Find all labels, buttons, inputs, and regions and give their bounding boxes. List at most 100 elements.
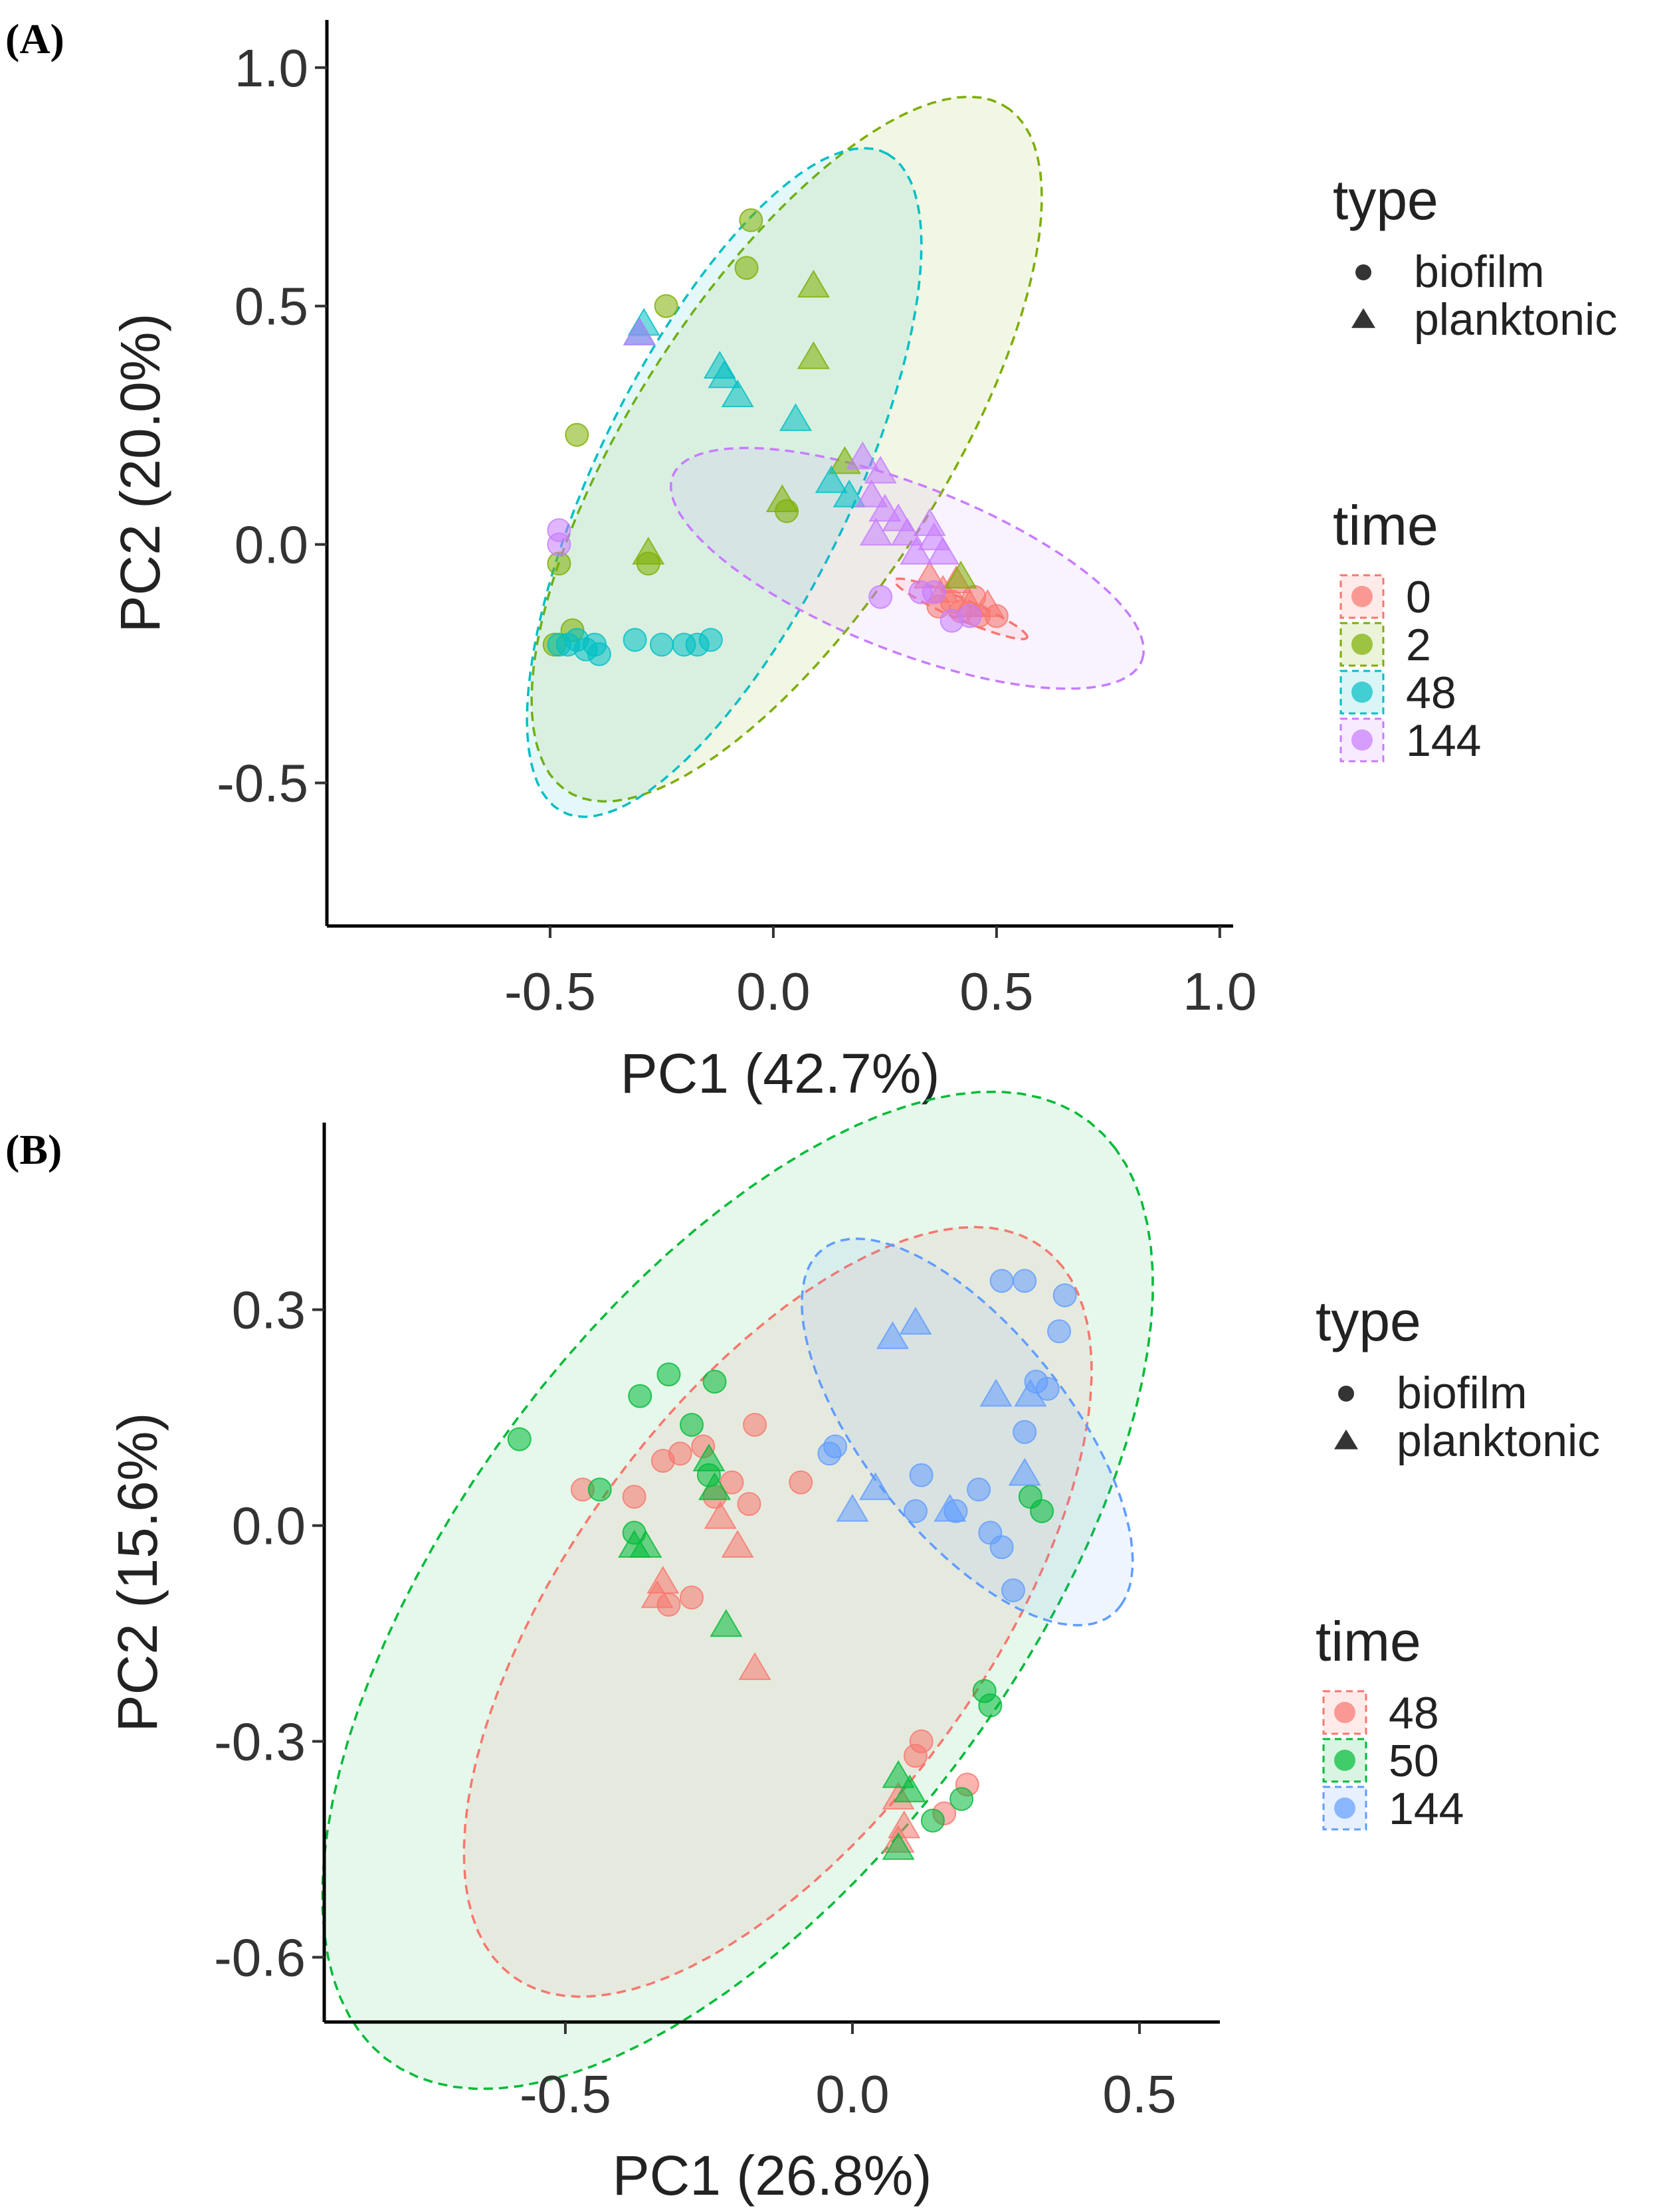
data-point-planktonic-48 xyxy=(779,403,813,431)
data-point-biofilm-144 xyxy=(817,1441,842,1466)
data-point-planktonic-48 xyxy=(704,1501,737,1529)
data-point-biofilm-144 xyxy=(1047,1319,1072,1344)
data-point-biofilm-50 xyxy=(920,1808,945,1833)
legend-type-label: biofilm xyxy=(1414,246,1545,297)
ellipse-time-2 xyxy=(530,95,1043,803)
panel-label: (B) xyxy=(5,1126,62,1173)
data-point-planktonic-48 xyxy=(833,479,866,507)
data-point-biofilm-48 xyxy=(622,1485,646,1509)
data-point-planktonic-144 xyxy=(900,537,933,565)
y-tick-label: 0.5 xyxy=(235,277,308,336)
data-point-planktonic-50 xyxy=(698,1472,732,1501)
data-point-planktonic-144 xyxy=(864,456,897,484)
data-point-planktonic-50 xyxy=(710,1609,743,1637)
legend-biofilm-icon xyxy=(1355,264,1371,280)
legend-type-label: planktonic xyxy=(1397,1416,1600,1466)
x-tick-label: -0.5 xyxy=(520,2065,611,2124)
legend-time-label: 144 xyxy=(1406,715,1481,766)
data-point-planktonic-50 xyxy=(629,1530,662,1558)
data-point-biofilm-48 xyxy=(698,628,723,652)
data-point-planktonic-144 xyxy=(846,441,879,470)
y-tick-label: -0.5 xyxy=(217,754,308,813)
legend-time-marker xyxy=(1351,729,1373,751)
x-tick-label: 0.5 xyxy=(1102,2065,1176,2124)
data-point-biofilm-50 xyxy=(680,1412,704,1437)
legend-type-title: type xyxy=(1316,1290,1421,1352)
data-point-biofilm-0 xyxy=(984,604,1009,628)
y-axis-title: PC2 (15.6%) xyxy=(106,1413,169,1732)
data-point-biofilm-144 xyxy=(868,585,893,609)
data-point-planktonic-144 xyxy=(855,479,888,507)
legend-time-label: 2 xyxy=(1406,620,1431,670)
data-point-biofilm-144 xyxy=(1013,1420,1037,1444)
data-point-biofilm-48 xyxy=(789,1470,813,1495)
data-point-biofilm-48 xyxy=(650,1449,675,1473)
data-point-biofilm-2 xyxy=(636,551,660,576)
data-point-planktonic-50 xyxy=(882,1760,915,1788)
data-point-planktonic-2 xyxy=(797,270,830,298)
data-point-planktonic-144 xyxy=(836,1493,869,1522)
panel-label: (A) xyxy=(5,15,64,62)
data-point-biofilm-144 xyxy=(909,1463,934,1487)
data-point-biofilm-144 xyxy=(957,604,982,628)
data-point-biofilm-2 xyxy=(565,422,589,447)
panel-a: (A) -0.5 0.0 0.5 1.0 -0.5 0.0 0.5 1.0 PC1 (42.7%)… xyxy=(5,15,1617,1105)
data-point-biofilm-144 xyxy=(967,1477,991,1502)
data-point-planktonic-144 xyxy=(890,517,924,546)
data-point-planktonic-50 xyxy=(882,1832,915,1860)
data-point-biofilm-48 xyxy=(587,642,611,666)
data-point-planktonic-144 xyxy=(926,537,959,565)
legend-time-swatch xyxy=(1322,1690,1367,1735)
data-point-biofilm-144 xyxy=(943,1499,968,1523)
data-point-biofilm-50 xyxy=(587,1477,612,1502)
data-point-biofilm-48 xyxy=(743,1412,767,1437)
data-point-biofilm-48 xyxy=(649,632,674,657)
data-point-planktonic-144 xyxy=(899,1307,932,1335)
legend-time-marker xyxy=(1351,682,1373,703)
data-point-biofilm-50 xyxy=(1030,1499,1054,1523)
data-point-planktonic-48 xyxy=(738,1652,771,1681)
legend-time-marker xyxy=(1334,1797,1355,1819)
x-tick-label: 0.0 xyxy=(815,2065,889,2124)
panel-b: (B) -0.5 0.0 0.5 -0.6 -0.3 0.0 0.3 PC1 (26.8%) PC… xyxy=(5,1090,1600,2207)
data-point-biofilm-144 xyxy=(1001,1578,1025,1603)
legend-planktonic-icon xyxy=(1334,1429,1358,1449)
y-tick-label: 1.0 xyxy=(235,39,308,98)
data-point-biofilm-50 xyxy=(507,1427,532,1451)
data-point-planktonic-48 xyxy=(721,379,754,408)
data-point-planktonic-144 xyxy=(1014,1378,1047,1407)
data-point-biofilm-48 xyxy=(737,1492,761,1517)
y-tick-label: 0.0 xyxy=(235,515,308,575)
ellipse-time-50 xyxy=(321,1090,1154,2090)
legend-biofilm-icon xyxy=(1338,1386,1354,1402)
data-point-biofilm-144 xyxy=(1035,1376,1060,1401)
legend-time-label: 48 xyxy=(1406,668,1456,718)
data-point-biofilm-48 xyxy=(909,1729,934,1754)
data-point-biofilm-144 xyxy=(922,580,946,604)
data-point-planktonic-144 xyxy=(1008,1457,1041,1486)
data-point-biofilm-144 xyxy=(904,1499,928,1523)
data-point-planktonic-2 xyxy=(944,560,977,589)
legend-time-title: time xyxy=(1316,1610,1421,1673)
data-point-biofilm-50 xyxy=(702,1369,727,1394)
legend-time-label: 144 xyxy=(1389,1784,1464,1834)
data-point-biofilm-2 xyxy=(654,294,678,318)
legend-time-label: 0 xyxy=(1406,572,1431,622)
data-point-biofilm-48 xyxy=(623,628,647,652)
data-point-biofilm-144 xyxy=(978,1521,1003,1545)
data-point-planktonic-144 xyxy=(859,517,893,546)
data-point-biofilm-144 xyxy=(989,1269,1014,1293)
data-point-planktonic-144 xyxy=(876,1321,910,1349)
y-axis-title: PC2 (20.0%) xyxy=(109,314,171,633)
x-tick-label: 0.5 xyxy=(959,962,1033,1021)
data-point-planktonic-144 xyxy=(623,317,656,345)
legend-type-title: type xyxy=(1333,169,1438,231)
legend-time-marker xyxy=(1334,1750,1355,1771)
data-point-biofilm-50 xyxy=(949,1787,974,1811)
legend-time-label: 48 xyxy=(1389,1688,1439,1738)
data-point-planktonic-48 xyxy=(708,360,741,389)
data-point-planktonic-48 xyxy=(815,465,848,494)
data-point-planktonic-144 xyxy=(858,1472,892,1501)
x-tick-label: -0.5 xyxy=(504,962,596,1021)
